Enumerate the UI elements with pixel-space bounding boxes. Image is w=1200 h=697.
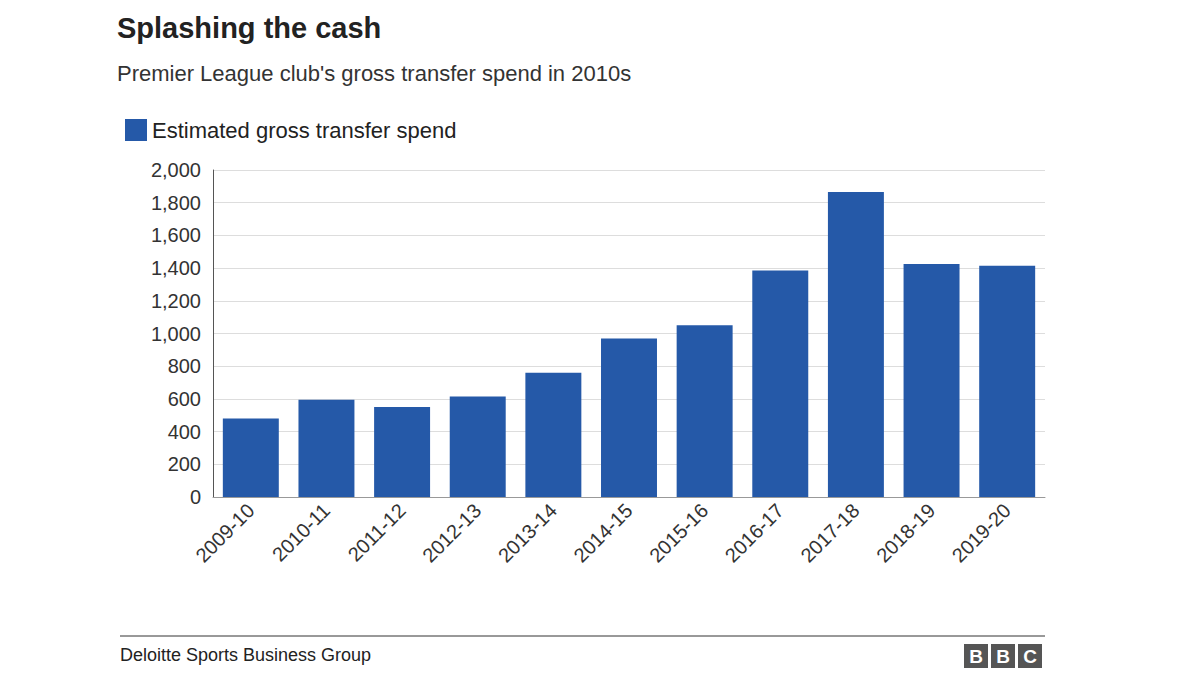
svg-text:Splashing the cash: Splashing the cash (117, 12, 381, 44)
svg-text:2017-18: 2017-18 (796, 499, 863, 566)
svg-text:2016-17: 2016-17 (721, 499, 788, 566)
svg-text:400: 400 (168, 421, 201, 443)
svg-text:1,200: 1,200 (151, 290, 201, 312)
svg-text:2,000: 2,000 (151, 159, 201, 181)
svg-text:1,600: 1,600 (151, 224, 201, 246)
svg-text:2012-13: 2012-13 (418, 499, 485, 566)
svg-text:1,800: 1,800 (151, 192, 201, 214)
svg-text:600: 600 (168, 388, 201, 410)
svg-text:2009-10: 2009-10 (191, 499, 258, 566)
svg-text:B: B (996, 646, 1010, 667)
svg-text:200: 200 (168, 453, 201, 475)
svg-text:2011-12: 2011-12 (344, 499, 410, 565)
svg-text:2019-20: 2019-20 (948, 499, 1015, 566)
svg-text:2014-15: 2014-15 (569, 499, 636, 566)
svg-text:0: 0 (190, 486, 201, 508)
svg-text:2013-14: 2013-14 (494, 499, 561, 566)
svg-text:Deloitte Sports Business Group: Deloitte Sports Business Group (120, 645, 371, 665)
svg-text:1,000: 1,000 (151, 323, 201, 345)
svg-text:2015-16: 2015-16 (645, 499, 712, 566)
svg-text:2010-11: 2010-11 (268, 499, 334, 565)
svg-text:Estimated gross transfer spend: Estimated gross transfer spend (152, 118, 456, 143)
svg-text:B: B (969, 646, 983, 667)
svg-text:2018-19: 2018-19 (872, 499, 939, 566)
svg-text:C: C (1023, 646, 1037, 667)
svg-text:Premier League club's gross tr: Premier League club's gross transfer spe… (117, 61, 631, 86)
svg-text:1,400: 1,400 (151, 257, 201, 279)
svg-text:800: 800 (168, 355, 201, 377)
